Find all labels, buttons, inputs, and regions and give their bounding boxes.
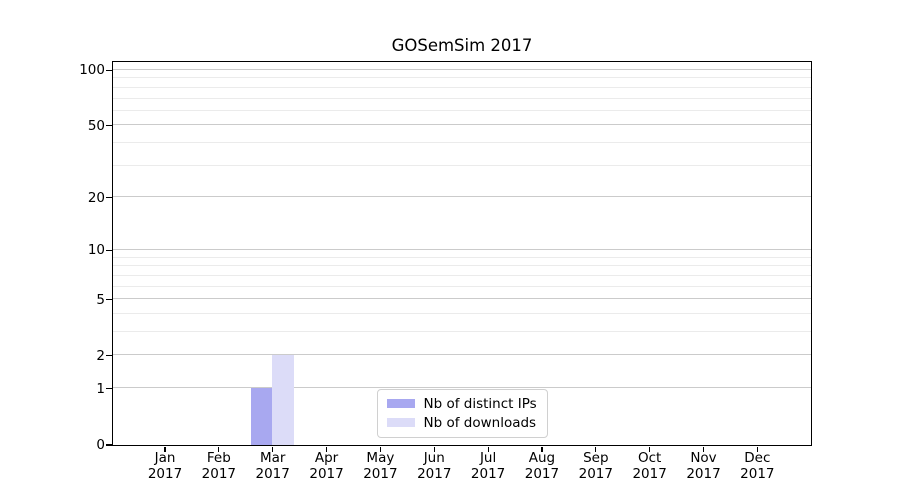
month-year: 2017 [686, 465, 721, 482]
gridline-minor [112, 164, 811, 166]
x-axis-tick [272, 446, 274, 452]
x-axis-tick [164, 446, 166, 452]
month-name: Jul [479, 450, 497, 466]
month-tick-label: Mar 2017 [233, 450, 313, 482]
gridline-major [112, 68, 811, 70]
legend-item-distinct-ips: Nb of distinct IPs [386, 395, 537, 412]
x-axis-tick [325, 446, 328, 452]
x-axis-tick [218, 446, 220, 452]
y-axis-tick [106, 388, 113, 390]
gridline-minor [112, 265, 811, 267]
month-year: 2017 [578, 465, 613, 482]
gridline-major [112, 387, 811, 389]
legend-item-downloads: Nb of downloads [386, 414, 537, 431]
bar-nb-of-distinct-ips-mar [250, 388, 273, 445]
x-axis-tick [541, 446, 543, 452]
y-tick-label: 100 [79, 62, 105, 79]
y-tick-label: 1 [96, 380, 105, 397]
legend-label-distinct-ips: Nb of distinct IPs [423, 395, 537, 412]
x-axis-tick [487, 446, 489, 452]
month-year: 2017 [417, 465, 452, 482]
month-name: May [366, 450, 395, 466]
month-tick-label: Sep 2017 [556, 450, 636, 482]
x-axis-tick [595, 446, 597, 452]
month-tick-label: Apr 2017 [287, 450, 367, 482]
y-tick-label: 5 [96, 291, 105, 308]
plot-area: Nb of distinct IPs Nb of downloads [111, 60, 812, 446]
month-name: Aug [528, 450, 556, 466]
y-tick-label: 20 [87, 189, 105, 206]
month-tick-label: Aug 2017 [502, 450, 582, 482]
y-axis-tick [106, 69, 113, 71]
gridline-major [112, 248, 811, 250]
month-name: Jun [423, 450, 445, 466]
gridline-minor [112, 312, 811, 314]
month-year: 2017 [524, 465, 560, 482]
month-tick-label: Feb 2017 [179, 450, 259, 482]
gridline-minor [112, 285, 811, 287]
y-axis-tick [106, 197, 113, 199]
month-name: Mar [259, 450, 286, 466]
legend: Nb of distinct IPs Nb of downloads [376, 388, 548, 438]
gridline-minor [112, 109, 811, 111]
month-year: 2017 [255, 465, 290, 482]
month-year: 2017 [632, 465, 667, 482]
legend-label-downloads: Nb of downloads [423, 414, 537, 431]
month-year: 2017 [363, 465, 398, 482]
month-name: Sep [583, 450, 609, 466]
month-name: Oct [637, 450, 662, 466]
y-tick-label: 0 [96, 437, 105, 453]
y-axis-tick [106, 249, 113, 251]
month-tick-label: Jul 2017 [448, 450, 528, 482]
gridline-minor [112, 97, 811, 99]
gridline-minor [112, 274, 811, 276]
month-tick-label: Jan 2017 [125, 450, 205, 482]
gridline-major [112, 196, 811, 198]
month-name: Jan [154, 450, 176, 466]
y-axis-tick [106, 298, 113, 301]
gridline-minor [112, 142, 811, 144]
month-name: Dec [744, 450, 771, 466]
month-tick-label: May 2017 [340, 450, 420, 482]
month-name: Feb [206, 450, 231, 466]
x-axis-tick [433, 446, 435, 452]
y-tick-label: 2 [96, 347, 105, 364]
month-tick-label: Jun 2017 [394, 450, 474, 482]
month-tick-label: Oct 2017 [610, 450, 690, 482]
legend-swatch-downloads [386, 417, 415, 428]
month-tick-label: Dec 2017 [717, 450, 797, 482]
gridline-minor [112, 86, 811, 88]
y-axis-tick [106, 355, 113, 357]
gridline-minor [112, 77, 811, 79]
gridline-minor [112, 330, 811, 332]
month-tick-label: Nov 2017 [664, 450, 744, 482]
x-axis-tick [756, 446, 758, 452]
x-axis-tick [379, 446, 381, 452]
bar-nb-of-downloads-mar [272, 355, 294, 445]
y-tick-label: 50 [87, 117, 105, 134]
month-year: 2017 [470, 465, 506, 482]
month-year: 2017 [147, 465, 183, 482]
gridline-minor [112, 256, 811, 258]
x-axis-tick [649, 446, 651, 452]
month-year: 2017 [201, 465, 237, 482]
month-name: Apr [314, 450, 339, 466]
legend-swatch-distinct-ips [386, 398, 415, 409]
y-axis-tick [106, 125, 113, 127]
month-name: Nov [690, 450, 717, 466]
chart-title: GOSemSim 2017 [391, 36, 533, 55]
gridline-major [112, 124, 811, 126]
month-year: 2017 [740, 465, 775, 482]
x-axis-tick [702, 446, 705, 452]
y-tick-label: 10 [87, 242, 105, 259]
gridline-major [112, 298, 811, 300]
y-axis-tick [106, 444, 113, 446]
month-year: 2017 [309, 465, 344, 482]
gridline-major [112, 354, 811, 356]
